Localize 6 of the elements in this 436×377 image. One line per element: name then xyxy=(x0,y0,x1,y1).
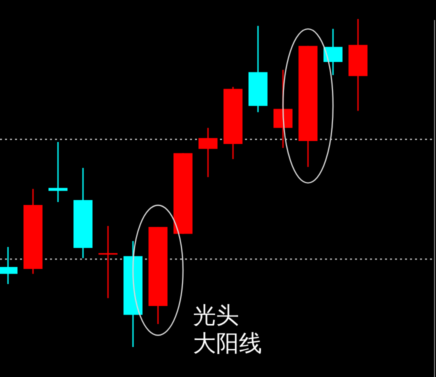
candlestick xyxy=(324,28,342,76)
annotation: 光头 xyxy=(193,303,239,329)
candlestick xyxy=(0,246,18,285)
annotation: 大阳线 xyxy=(193,331,262,357)
candlestick xyxy=(198,127,218,178)
candlestick xyxy=(48,141,68,203)
